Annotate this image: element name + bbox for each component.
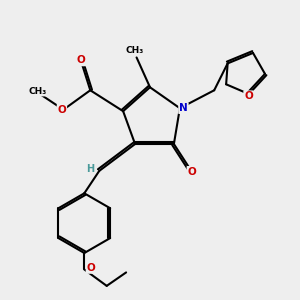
Text: O: O [188,167,196,177]
Text: O: O [86,263,95,273]
Text: O: O [58,105,66,115]
Text: N: N [179,103,188,113]
Text: CH₃: CH₃ [126,46,144,56]
Text: H: H [86,164,94,173]
Text: O: O [244,91,253,101]
Text: O: O [77,56,86,65]
Text: CH₃: CH₃ [28,87,46,96]
